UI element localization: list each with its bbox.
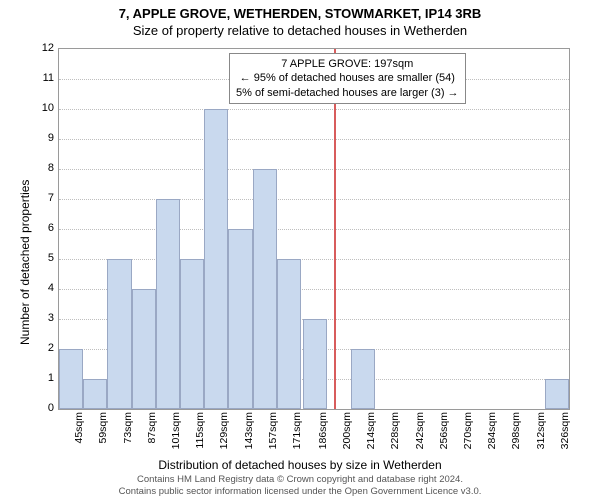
histogram-bar xyxy=(351,349,375,409)
x-tick-label: 73sqm xyxy=(122,412,134,462)
x-tick-label: 157sqm xyxy=(267,412,279,462)
histogram-bar xyxy=(303,319,327,409)
annotation-line2: ← 95% of detached houses are smaller (54… xyxy=(236,71,459,85)
y-tick-label: 7 xyxy=(24,192,54,204)
x-tick-label: 256sqm xyxy=(438,412,450,462)
annotation-line1: 7 APPLE GROVE: 197sqm xyxy=(236,57,459,71)
x-tick-label: 228sqm xyxy=(389,412,401,462)
x-tick-label: 143sqm xyxy=(243,412,255,462)
y-tick-label: 3 xyxy=(24,312,54,324)
chart-container: 7, APPLE GROVE, WETHERDEN, STOWMARKET, I… xyxy=(0,0,600,500)
y-tick-label: 1 xyxy=(24,372,54,384)
x-tick-label: 171sqm xyxy=(291,412,303,462)
y-tick-label: 12 xyxy=(24,42,54,54)
histogram-bar xyxy=(228,229,252,409)
x-tick-label: 312sqm xyxy=(535,412,547,462)
gridline xyxy=(59,259,569,260)
y-tick-label: 11 xyxy=(24,72,54,84)
x-tick-label: 200sqm xyxy=(341,412,353,462)
histogram-bar xyxy=(107,259,131,409)
y-tick-label: 0 xyxy=(24,402,54,414)
x-tick-label: 284sqm xyxy=(486,412,498,462)
footer-attribution: Contains HM Land Registry data © Crown c… xyxy=(0,474,600,498)
gridline xyxy=(59,109,569,110)
y-tick-label: 4 xyxy=(24,282,54,294)
x-tick-label: 214sqm xyxy=(365,412,377,462)
histogram-bar xyxy=(545,379,569,409)
x-tick-label: 270sqm xyxy=(462,412,474,462)
x-tick-label: 242sqm xyxy=(414,412,426,462)
x-tick-label: 298sqm xyxy=(510,412,522,462)
x-tick-label: 186sqm xyxy=(317,412,329,462)
gridline xyxy=(59,139,569,140)
y-tick-label: 10 xyxy=(24,102,54,114)
chart-address-title: 7, APPLE GROVE, WETHERDEN, STOWMARKET, I… xyxy=(0,0,600,21)
histogram-bar xyxy=(132,289,156,409)
footer-line2: Contains public sector information licen… xyxy=(119,486,482,497)
y-tick-label: 2 xyxy=(24,342,54,354)
gridline xyxy=(59,169,569,170)
y-tick-label: 8 xyxy=(24,162,54,174)
x-tick-label: 115sqm xyxy=(194,412,206,462)
y-tick-label: 6 xyxy=(24,222,54,234)
histogram-bar xyxy=(156,199,180,409)
x-tick-label: 59sqm xyxy=(97,412,109,462)
x-tick-label: 326sqm xyxy=(559,412,571,462)
histogram-bar xyxy=(180,259,204,409)
gridline xyxy=(59,229,569,230)
x-tick-label: 87sqm xyxy=(146,412,158,462)
histogram-bar xyxy=(83,379,107,409)
gridline xyxy=(59,199,569,200)
x-tick-label: 101sqm xyxy=(170,412,182,462)
histogram-bar xyxy=(277,259,301,409)
chart-subtitle: Size of property relative to detached ho… xyxy=(0,21,600,38)
annotation-box: 7 APPLE GROVE: 197sqm ← 95% of detached … xyxy=(229,53,466,104)
histogram-bar xyxy=(253,169,277,409)
y-tick-label: 5 xyxy=(24,252,54,264)
footer-line1: Contains HM Land Registry data © Crown c… xyxy=(137,474,463,485)
x-tick-label: 45sqm xyxy=(73,412,85,462)
histogram-bar xyxy=(59,349,83,409)
histogram-bar xyxy=(204,109,228,409)
x-tick-label: 129sqm xyxy=(218,412,230,462)
y-tick-label: 9 xyxy=(24,132,54,144)
plot-area: 7 APPLE GROVE: 197sqm ← 95% of detached … xyxy=(58,48,570,410)
annotation-line3: 5% of semi-detached houses are larger (3… xyxy=(236,86,459,100)
